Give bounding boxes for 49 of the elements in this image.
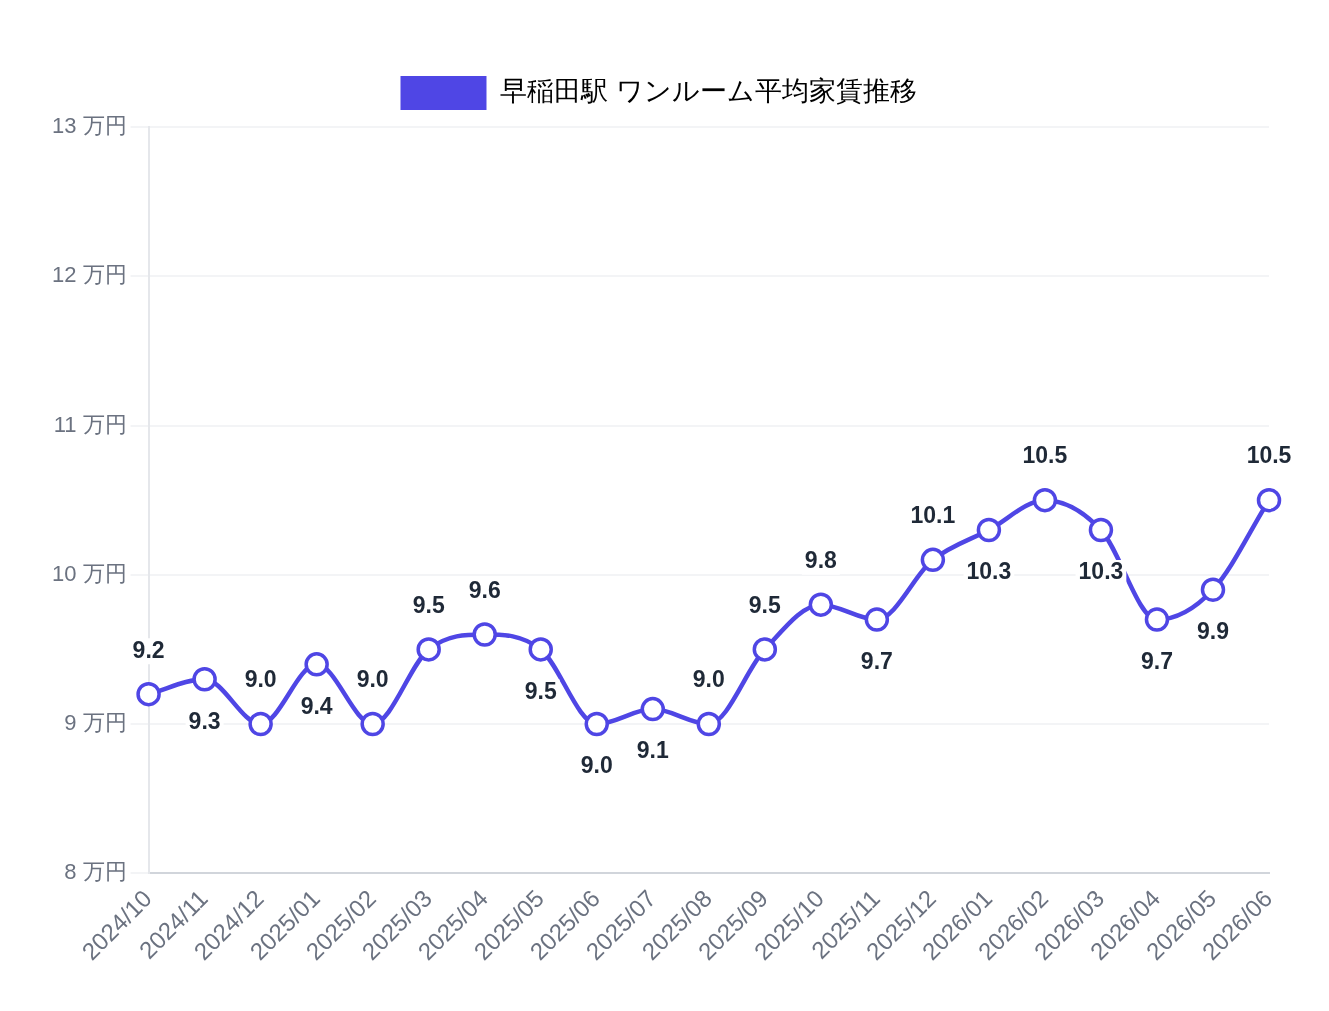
- data-label: 9.6: [468, 576, 501, 603]
- data-label: 10.1: [910, 502, 956, 529]
- point: [752, 637, 778, 662]
- data-label: 9.5: [412, 591, 445, 618]
- point: [864, 607, 890, 632]
- data-label: 9.3: [188, 707, 221, 734]
- y-tick-label: 11 万円: [53, 411, 127, 437]
- legend-label: 早稲田駅 ワンルーム平均家賃推移: [500, 76, 917, 107]
- data-label: 9.2: [132, 636, 165, 663]
- point: [696, 711, 722, 737]
- data-label: 9.9: [1196, 618, 1229, 645]
- y-tick-label: 8 万円: [64, 859, 127, 885]
- point: [1032, 487, 1058, 513]
- data-label: 9.7: [860, 647, 893, 674]
- point: [640, 696, 666, 722]
- point: [1256, 487, 1282, 513]
- data-label: 9.0: [692, 666, 725, 693]
- y-tick-label: 10 万円: [51, 560, 127, 586]
- data-label: 10.3: [966, 558, 1012, 585]
- point: [472, 622, 497, 647]
- point: [416, 637, 441, 662]
- data-label: 10.5: [1022, 442, 1068, 469]
- data-label: 9.0: [244, 666, 277, 693]
- data-label: 9.0: [356, 666, 389, 693]
- point: [136, 681, 161, 707]
- data-label: 10.5: [1246, 442, 1292, 469]
- data-label: 9.4: [300, 692, 333, 719]
- data-label: 10.3: [1078, 558, 1124, 585]
- data-label: 9.5: [748, 591, 781, 618]
- point: [920, 547, 946, 573]
- point: [584, 711, 609, 737]
- point: [304, 652, 329, 677]
- point: [1144, 607, 1170, 632]
- point: [1200, 577, 1226, 602]
- point: [192, 667, 217, 692]
- point: [248, 711, 273, 737]
- data-label: 9.8: [804, 546, 838, 573]
- point: [360, 711, 385, 737]
- point: [528, 637, 553, 662]
- y-tick-label: 12 万円: [51, 262, 127, 288]
- data-label: 9.0: [580, 752, 613, 779]
- data-label: 9.7: [1140, 647, 1173, 674]
- point: [1088, 517, 1114, 543]
- y-tick-label: 13 万円: [51, 113, 127, 139]
- data-label: 9.1: [636, 737, 669, 764]
- point: [976, 517, 1002, 543]
- point: [808, 592, 834, 617]
- y-tick-label: 9 万円: [64, 710, 127, 736]
- data-label: 9.5: [524, 677, 557, 704]
